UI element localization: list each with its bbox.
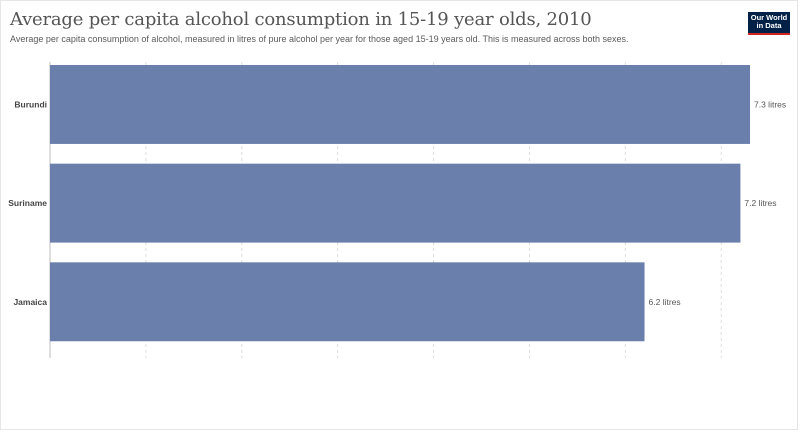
logo-line2: in Data xyxy=(756,21,782,30)
logo-line1: Our World xyxy=(750,13,788,22)
bar-suriname xyxy=(50,163,741,243)
value-label: 7.2 litres xyxy=(744,198,776,208)
category-label: Jamaica xyxy=(13,297,47,307)
chart-subtitle: Average per capita consumption of alcoho… xyxy=(10,34,629,44)
owid-logo[interactable]: Our World in Data xyxy=(748,12,790,34)
category-label: Suriname xyxy=(8,198,47,208)
bar-burundi xyxy=(50,65,750,144)
category-label: Burundi xyxy=(14,99,47,109)
chart-title: Average per capita alcohol consumption i… xyxy=(10,9,592,30)
logo-accent-bar xyxy=(748,33,790,35)
value-label: 6.2 litres xyxy=(649,297,681,307)
bar-jamaica xyxy=(50,262,645,342)
value-label: 7.3 litres xyxy=(754,99,786,109)
